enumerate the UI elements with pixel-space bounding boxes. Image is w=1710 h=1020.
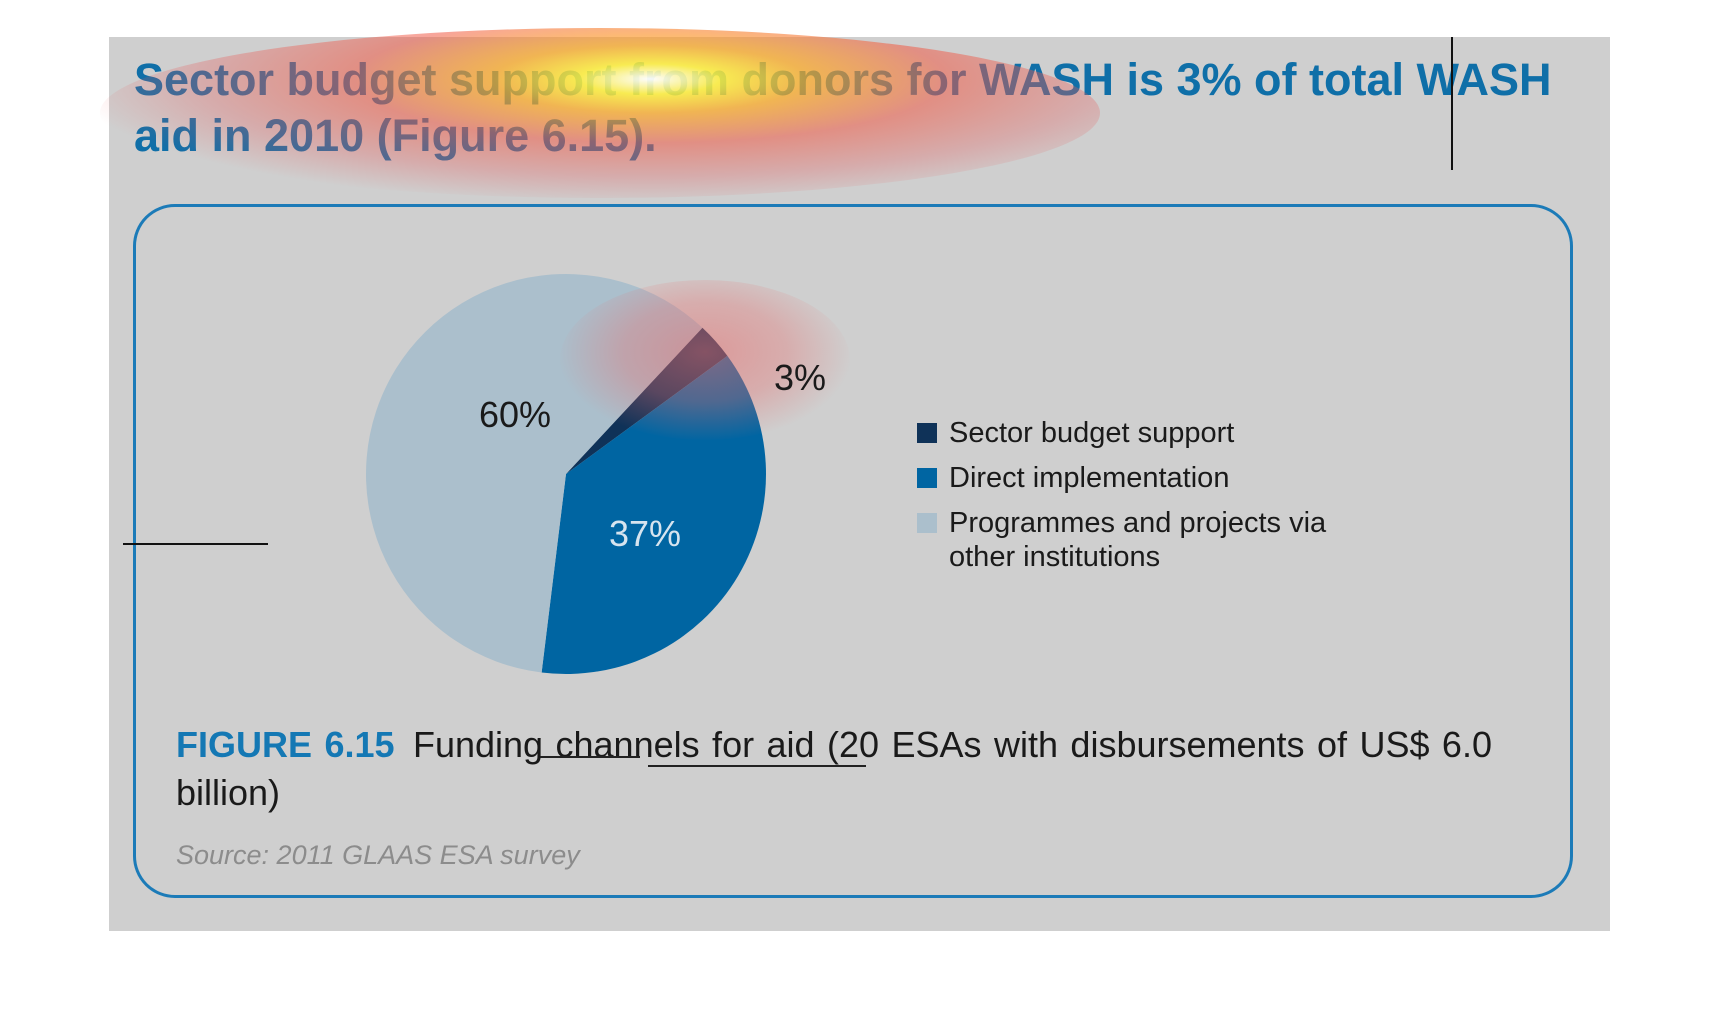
slice-value-label: 60% bbox=[478, 394, 552, 435]
annotation-horizontal-line bbox=[123, 543, 268, 545]
legend-label: Programmes and projects via other instit… bbox=[949, 507, 1327, 573]
legend-swatch bbox=[917, 468, 937, 488]
figure-caption-text: Funding channels for aid (20 ESAs with d… bbox=[176, 724, 1492, 813]
legend-label: Direct implementation bbox=[949, 462, 1230, 494]
source-note: Source: 2011 GLAAS ESA survey bbox=[176, 840, 580, 870]
legend-item: Sector budget support bbox=[917, 416, 1477, 450]
annotation-underline bbox=[648, 765, 866, 767]
figure-label: FIGURE 6.15 bbox=[176, 724, 395, 765]
figure-caption: FIGURE 6.15 Funding channels for aid (20… bbox=[176, 721, 1492, 817]
annotation-underline bbox=[540, 756, 640, 758]
legend-item: Direct implementation bbox=[917, 461, 1477, 495]
slice-value-label: 3% bbox=[773, 357, 827, 398]
annotation-vertical-line bbox=[1451, 37, 1453, 170]
legend-item: Programmes and projects via other instit… bbox=[917, 506, 1349, 574]
legend-swatch bbox=[917, 513, 937, 533]
legend-swatch bbox=[917, 423, 937, 443]
figure-frame bbox=[133, 204, 1573, 898]
legend-label: Sector budget support bbox=[949, 417, 1235, 449]
slice-value-label: 37% bbox=[608, 513, 682, 554]
legend: Sector budget support Direct implementat… bbox=[917, 416, 1477, 585]
